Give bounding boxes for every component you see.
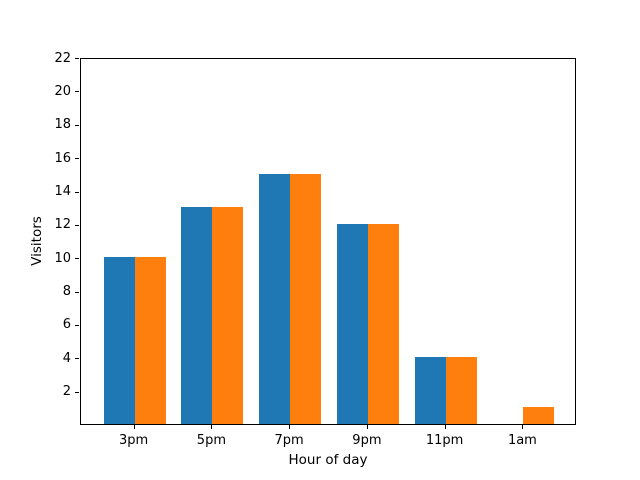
- y-tick-label: 20: [54, 83, 71, 99]
- bar-orange-series-7pm: [290, 173, 322, 424]
- y-tick-mark: [75, 358, 79, 360]
- y-tick-mark: [75, 91, 79, 93]
- y-tick-label: 4: [62, 350, 71, 366]
- bar-orange-series-1am: [523, 407, 555, 424]
- y-tick-label: 6: [62, 317, 71, 333]
- x-tick-label: 9pm: [352, 433, 382, 448]
- bar-orange-series-9pm: [367, 223, 399, 424]
- x-tick-label: 1am: [507, 433, 537, 448]
- x-tick-mark: [289, 425, 291, 429]
- bar-blue-series-9pm: [336, 223, 368, 424]
- bar-orange-series-5pm: [212, 207, 244, 424]
- y-tick-label: 18: [54, 117, 71, 133]
- y-tick-label: 8: [62, 284, 71, 299]
- x-tick-mark: [444, 425, 446, 429]
- y-tick-mark: [75, 258, 79, 260]
- y-tick-mark: [75, 58, 79, 59]
- plot-area: [80, 58, 576, 425]
- y-tick-mark: [75, 124, 79, 126]
- y-tick-mark: [75, 158, 79, 160]
- bar-orange-series-3pm: [134, 257, 166, 424]
- bar-blue-series-3pm: [103, 257, 135, 424]
- y-tick-mark: [75, 291, 79, 293]
- y-tick-label: 22: [54, 50, 71, 66]
- x-tick-mark: [522, 425, 524, 429]
- bar-orange-series-11pm: [445, 357, 477, 424]
- y-tick-mark: [75, 191, 79, 193]
- bar-blue-series-11pm: [414, 357, 446, 424]
- x-tick-mark: [366, 425, 368, 429]
- y-tick-label: 12: [54, 217, 71, 233]
- bar-blue-series-7pm: [259, 173, 291, 424]
- x-axis-label: Hour of day: [288, 452, 368, 468]
- y-tick-label: 10: [54, 250, 71, 266]
- x-tick-mark: [211, 425, 213, 429]
- y-tick-mark: [75, 324, 79, 326]
- x-tick-label: 5pm: [196, 433, 226, 448]
- x-tick-label: 11pm: [425, 433, 464, 448]
- y-tick-mark: [75, 391, 79, 393]
- x-tick-label: 7pm: [274, 433, 304, 448]
- y-tick-mark: [75, 224, 79, 226]
- y-tick-label: 2: [62, 384, 71, 400]
- y-axis-label: Visitors: [29, 216, 45, 266]
- x-tick-label: 3pm: [119, 433, 149, 448]
- y-tick-label: 14: [54, 184, 71, 199]
- y-tick-label: 16: [54, 150, 71, 166]
- x-tick-mark: [133, 425, 135, 429]
- bar-blue-series-5pm: [181, 207, 213, 424]
